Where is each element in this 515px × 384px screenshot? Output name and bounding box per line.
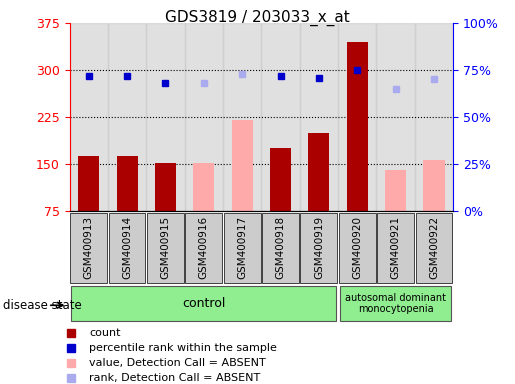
Bar xyxy=(232,120,253,211)
Text: GSM400916: GSM400916 xyxy=(199,216,209,279)
Bar xyxy=(108,23,146,211)
Bar xyxy=(146,23,184,211)
Bar xyxy=(385,170,406,211)
Bar xyxy=(70,23,108,211)
FancyBboxPatch shape xyxy=(72,286,336,321)
Bar xyxy=(308,133,330,211)
Text: GSM400913: GSM400913 xyxy=(84,216,94,279)
Text: GSM400922: GSM400922 xyxy=(429,216,439,279)
Bar xyxy=(338,23,376,211)
Bar xyxy=(155,163,176,211)
FancyBboxPatch shape xyxy=(109,213,146,283)
Text: count: count xyxy=(89,328,121,338)
FancyBboxPatch shape xyxy=(416,213,453,283)
Text: GSM400921: GSM400921 xyxy=(391,216,401,279)
FancyBboxPatch shape xyxy=(300,213,337,283)
FancyBboxPatch shape xyxy=(147,213,184,283)
Text: control: control xyxy=(182,297,226,310)
Text: disease state: disease state xyxy=(3,299,81,312)
Bar xyxy=(423,160,444,211)
FancyBboxPatch shape xyxy=(377,213,414,283)
Text: autosomal dominant
monocytopenia: autosomal dominant monocytopenia xyxy=(345,293,446,314)
Text: GSM400920: GSM400920 xyxy=(352,216,362,279)
Text: GDS3819 / 203033_x_at: GDS3819 / 203033_x_at xyxy=(165,10,350,26)
FancyBboxPatch shape xyxy=(339,213,376,283)
Bar xyxy=(415,23,453,211)
Bar xyxy=(116,156,138,211)
Text: rank, Detection Call = ABSENT: rank, Detection Call = ABSENT xyxy=(89,373,260,383)
Bar xyxy=(300,23,338,211)
Bar xyxy=(193,163,214,211)
FancyBboxPatch shape xyxy=(224,213,261,283)
Bar xyxy=(223,23,261,211)
Bar xyxy=(261,23,300,211)
FancyBboxPatch shape xyxy=(70,213,107,283)
Text: GSM400915: GSM400915 xyxy=(161,216,170,279)
Text: GSM400914: GSM400914 xyxy=(122,216,132,279)
Text: GSM400919: GSM400919 xyxy=(314,216,324,279)
FancyBboxPatch shape xyxy=(185,213,222,283)
FancyBboxPatch shape xyxy=(262,213,299,283)
Bar xyxy=(376,23,415,211)
Text: value, Detection Call = ABSENT: value, Detection Call = ABSENT xyxy=(89,358,266,368)
Bar xyxy=(347,42,368,211)
Bar xyxy=(78,156,99,211)
Text: GSM400918: GSM400918 xyxy=(276,216,285,279)
FancyBboxPatch shape xyxy=(340,286,451,321)
Text: GSM400917: GSM400917 xyxy=(237,216,247,279)
Bar xyxy=(270,149,291,211)
Bar xyxy=(184,23,223,211)
Text: percentile rank within the sample: percentile rank within the sample xyxy=(89,343,277,353)
